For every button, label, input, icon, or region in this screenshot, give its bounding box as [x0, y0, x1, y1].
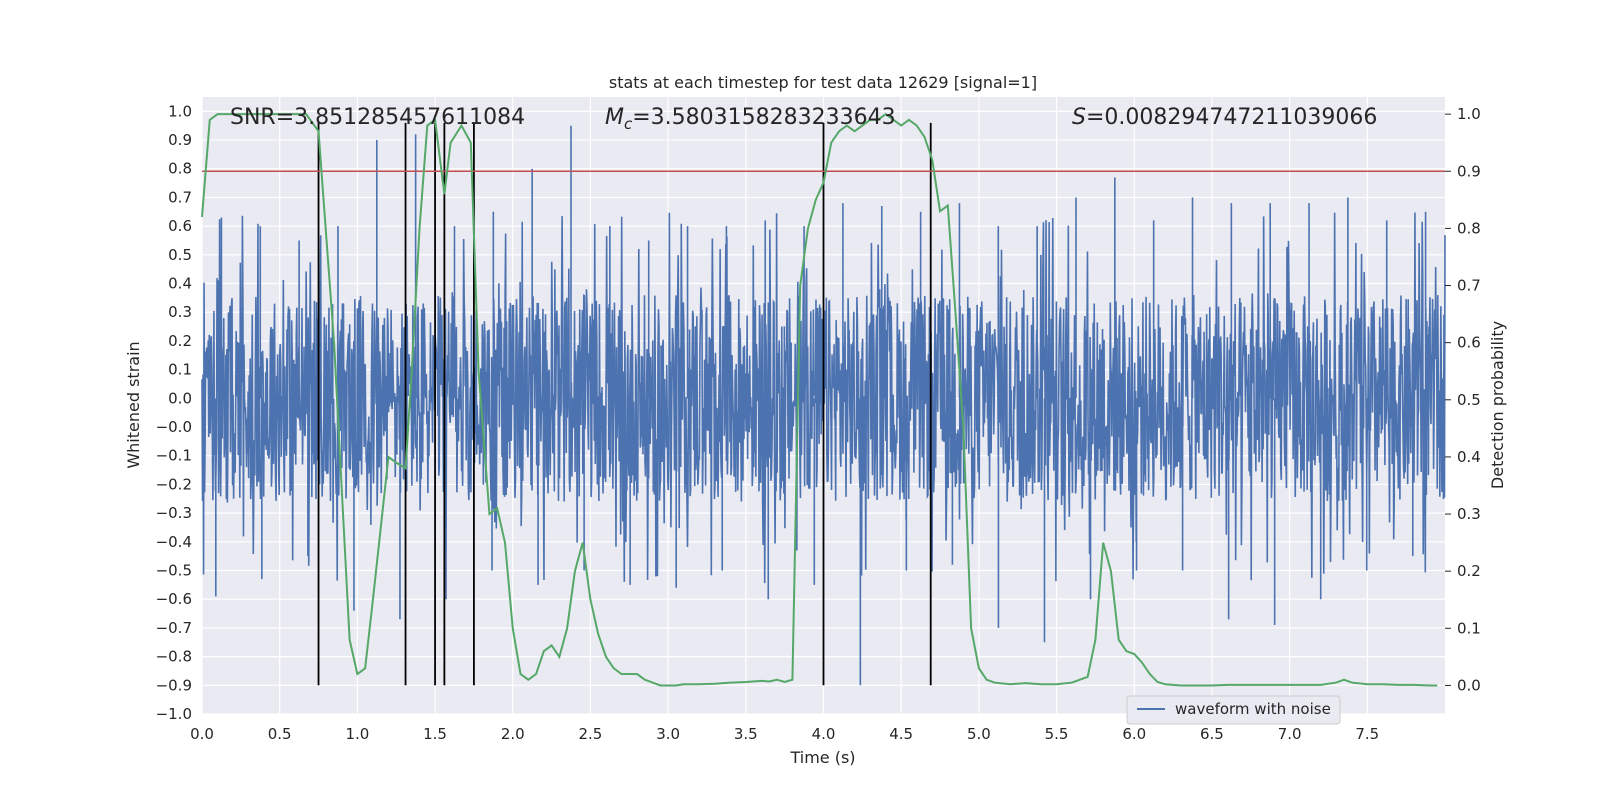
- y-left-tick-label: 0.4: [168, 275, 192, 293]
- y-left-tick-label: −0.9: [156, 676, 192, 694]
- y-left-tick-label: −0.1: [156, 447, 192, 465]
- detection-probability-series: [201, 112, 1438, 687]
- x-tick-label: 7.5: [1355, 725, 1379, 743]
- y-left-tick-label: 0.2: [168, 332, 192, 350]
- mc-subscript: c: [624, 115, 633, 133]
- x-tick-label: 7.0: [1278, 725, 1302, 743]
- probability-layer: [201, 112, 1445, 687]
- y-right-tick-label: 0.7: [1457, 277, 1481, 295]
- x-tick-label: 2.5: [579, 725, 603, 743]
- y-left-tick-label: 0.6: [168, 217, 192, 235]
- y-left-tick-label: −1.0: [156, 705, 192, 723]
- x-tick-label: 2.0: [501, 725, 525, 743]
- y-left-tick-label: −0.3: [156, 504, 192, 522]
- y-axis-label-left: Whitened strain: [124, 341, 143, 468]
- y-right-tick-label: 0.1: [1457, 619, 1481, 637]
- snr-annotation: SNR=3.851285457611084: [230, 105, 525, 130]
- y-left-tick-label: 0.5: [168, 246, 192, 264]
- mc-annotation: Mc=3.5803158283233643: [605, 105, 896, 133]
- y-right-tick-label: 0.5: [1457, 391, 1481, 409]
- y-left-tick-label: 1.0: [168, 102, 192, 120]
- y-left-tick-label: −0.4: [156, 533, 192, 551]
- mc-value: =3.5803158283233643: [632, 105, 895, 130]
- x-tick-label: 5.5: [1045, 725, 1069, 743]
- x-tick-label: 4.0: [812, 725, 836, 743]
- y-right-tick-label: 0.2: [1457, 562, 1481, 580]
- y-left-tick-label: 0.7: [168, 188, 192, 206]
- y-left-tick-label: 0.8: [168, 160, 192, 178]
- y-left-tick-label: −0.6: [156, 590, 192, 608]
- x-tick-label: 5.0: [967, 725, 991, 743]
- y-left-tick-label: 0.1: [168, 361, 192, 379]
- legend-box: [1126, 695, 1341, 725]
- x-tick-label: 4.5: [889, 725, 913, 743]
- x-tick-label: 0.5: [268, 725, 292, 743]
- mc-symbol: M: [605, 105, 624, 130]
- x-tick-label: 1.5: [423, 725, 447, 743]
- y-left-tick-label: 0.3: [168, 303, 192, 321]
- y-left-tick-label: 0.9: [168, 131, 192, 149]
- s-annotation: S=0.008294747211039066: [1072, 105, 1377, 130]
- y-right-tick-label: 0.4: [1457, 448, 1481, 466]
- y-left-tick-label: −0.2: [156, 475, 192, 493]
- x-tick-label: 3.5: [734, 725, 758, 743]
- y-right-tick-label: 0.6: [1457, 334, 1481, 352]
- legend-entry-waveform: waveform with noise: [1175, 700, 1331, 718]
- y-left-tick-label: 0.0: [168, 389, 192, 407]
- y-axis-label-right: Detection probability: [1488, 321, 1507, 489]
- x-tick-label: 3.0: [656, 725, 680, 743]
- y-right-tick-label: 1.0: [1457, 105, 1481, 123]
- y-left-tick-label: −0.0: [156, 418, 192, 436]
- x-tick-label: 6.0: [1122, 725, 1146, 743]
- y-right-tick-label: 0.9: [1457, 162, 1481, 180]
- x-axis-label: Time (s): [789, 748, 855, 767]
- y-left-tick-label: −0.8: [156, 648, 192, 666]
- ticks-layer: 0.0 0.5 1.0 1.5 2.0 2.5 3.0 3.5 4.0 4.5 5.0 5.5 6.0 6…: [156, 102, 1481, 743]
- y-right-tick-label: 0.3: [1457, 505, 1481, 523]
- y-right-tick-label: 0.8: [1457, 219, 1481, 237]
- x-tick-label: 0.0: [190, 725, 214, 743]
- s-symbol: S: [1072, 105, 1086, 130]
- vertical-lines-layer: [317, 122, 932, 686]
- chart-title: stats at each timestep for test data 126…: [609, 73, 1037, 92]
- legend: waveform with noise: [1126, 695, 1341, 725]
- y-right-tick-label: 0.0: [1457, 676, 1481, 694]
- x-tick-label: 1.0: [345, 725, 369, 743]
- y-left-tick-label: −0.5: [156, 562, 192, 580]
- y-left-tick-label: −0.7: [156, 619, 192, 637]
- s-value: =0.008294747211039066: [1086, 105, 1377, 130]
- x-tick-label: 6.5: [1200, 725, 1224, 743]
